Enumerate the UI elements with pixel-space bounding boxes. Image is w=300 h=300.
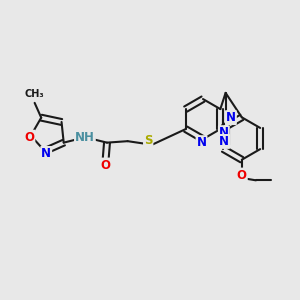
Text: N: N [219, 135, 229, 148]
Text: N: N [196, 136, 206, 149]
Text: O: O [100, 158, 110, 172]
Text: S: S [144, 134, 152, 147]
Text: NH: NH [75, 131, 95, 144]
Text: O: O [237, 169, 247, 182]
Text: N: N [41, 147, 51, 160]
Text: CH₃: CH₃ [25, 89, 44, 99]
Text: O: O [24, 130, 34, 144]
Text: N: N [219, 126, 229, 139]
Text: N: N [226, 111, 236, 124]
